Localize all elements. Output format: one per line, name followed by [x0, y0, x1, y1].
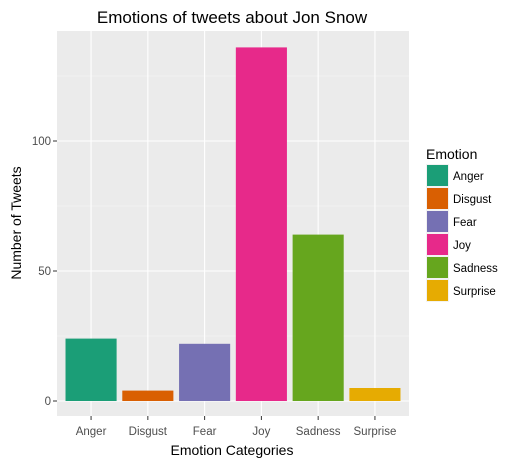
y-axis-title: Number of Tweets: [8, 166, 24, 279]
x-tick-label: Disgust: [129, 426, 168, 438]
bar-fear: [179, 343, 231, 401]
y-tick-label: 0: [45, 396, 51, 408]
legend-label: Disgust: [453, 194, 492, 206]
x-axis-title: Emotion Categories: [171, 442, 294, 458]
x-axis: Anger Disgust Fear Joy Sadness Surprise: [76, 416, 397, 438]
x-tick-label: Sadness: [296, 426, 341, 438]
y-tick-label: 100: [32, 136, 51, 148]
bar-joy: [235, 47, 287, 402]
chart-title: Emotions of tweets about Jon Snow: [97, 8, 368, 27]
legend-swatch: [427, 188, 448, 209]
y-tick-label: 50: [38, 266, 51, 278]
bar-anger: [65, 338, 117, 401]
bars-group: [65, 47, 401, 402]
legend-swatch: [427, 257, 448, 278]
bar-surprise: [349, 388, 401, 401]
legend-swatch: [427, 234, 448, 255]
legend-swatch: [427, 211, 448, 232]
x-tick-label: Anger: [76, 426, 107, 438]
x-tick-label: Fear: [193, 426, 217, 438]
legend-label: Sadness: [453, 263, 498, 275]
bar-sadness: [292, 234, 344, 401]
bar-disgust: [122, 390, 174, 401]
legend-label: Anger: [453, 171, 484, 183]
legend-label: Joy: [453, 240, 471, 252]
legend-label: Surprise: [453, 286, 496, 298]
x-tick-label: Joy: [252, 426, 270, 438]
legend-swatch: [427, 280, 448, 301]
legend-swatch: [427, 165, 448, 186]
y-axis: 0 50 100: [32, 136, 57, 408]
legend: Emotion Anger Disgust Fear Joy Sadness Surpri…: [426, 146, 498, 302]
legend-label: Fear: [453, 217, 477, 229]
legend-title: Emotion: [426, 146, 477, 162]
x-tick-label: Surprise: [354, 426, 397, 438]
